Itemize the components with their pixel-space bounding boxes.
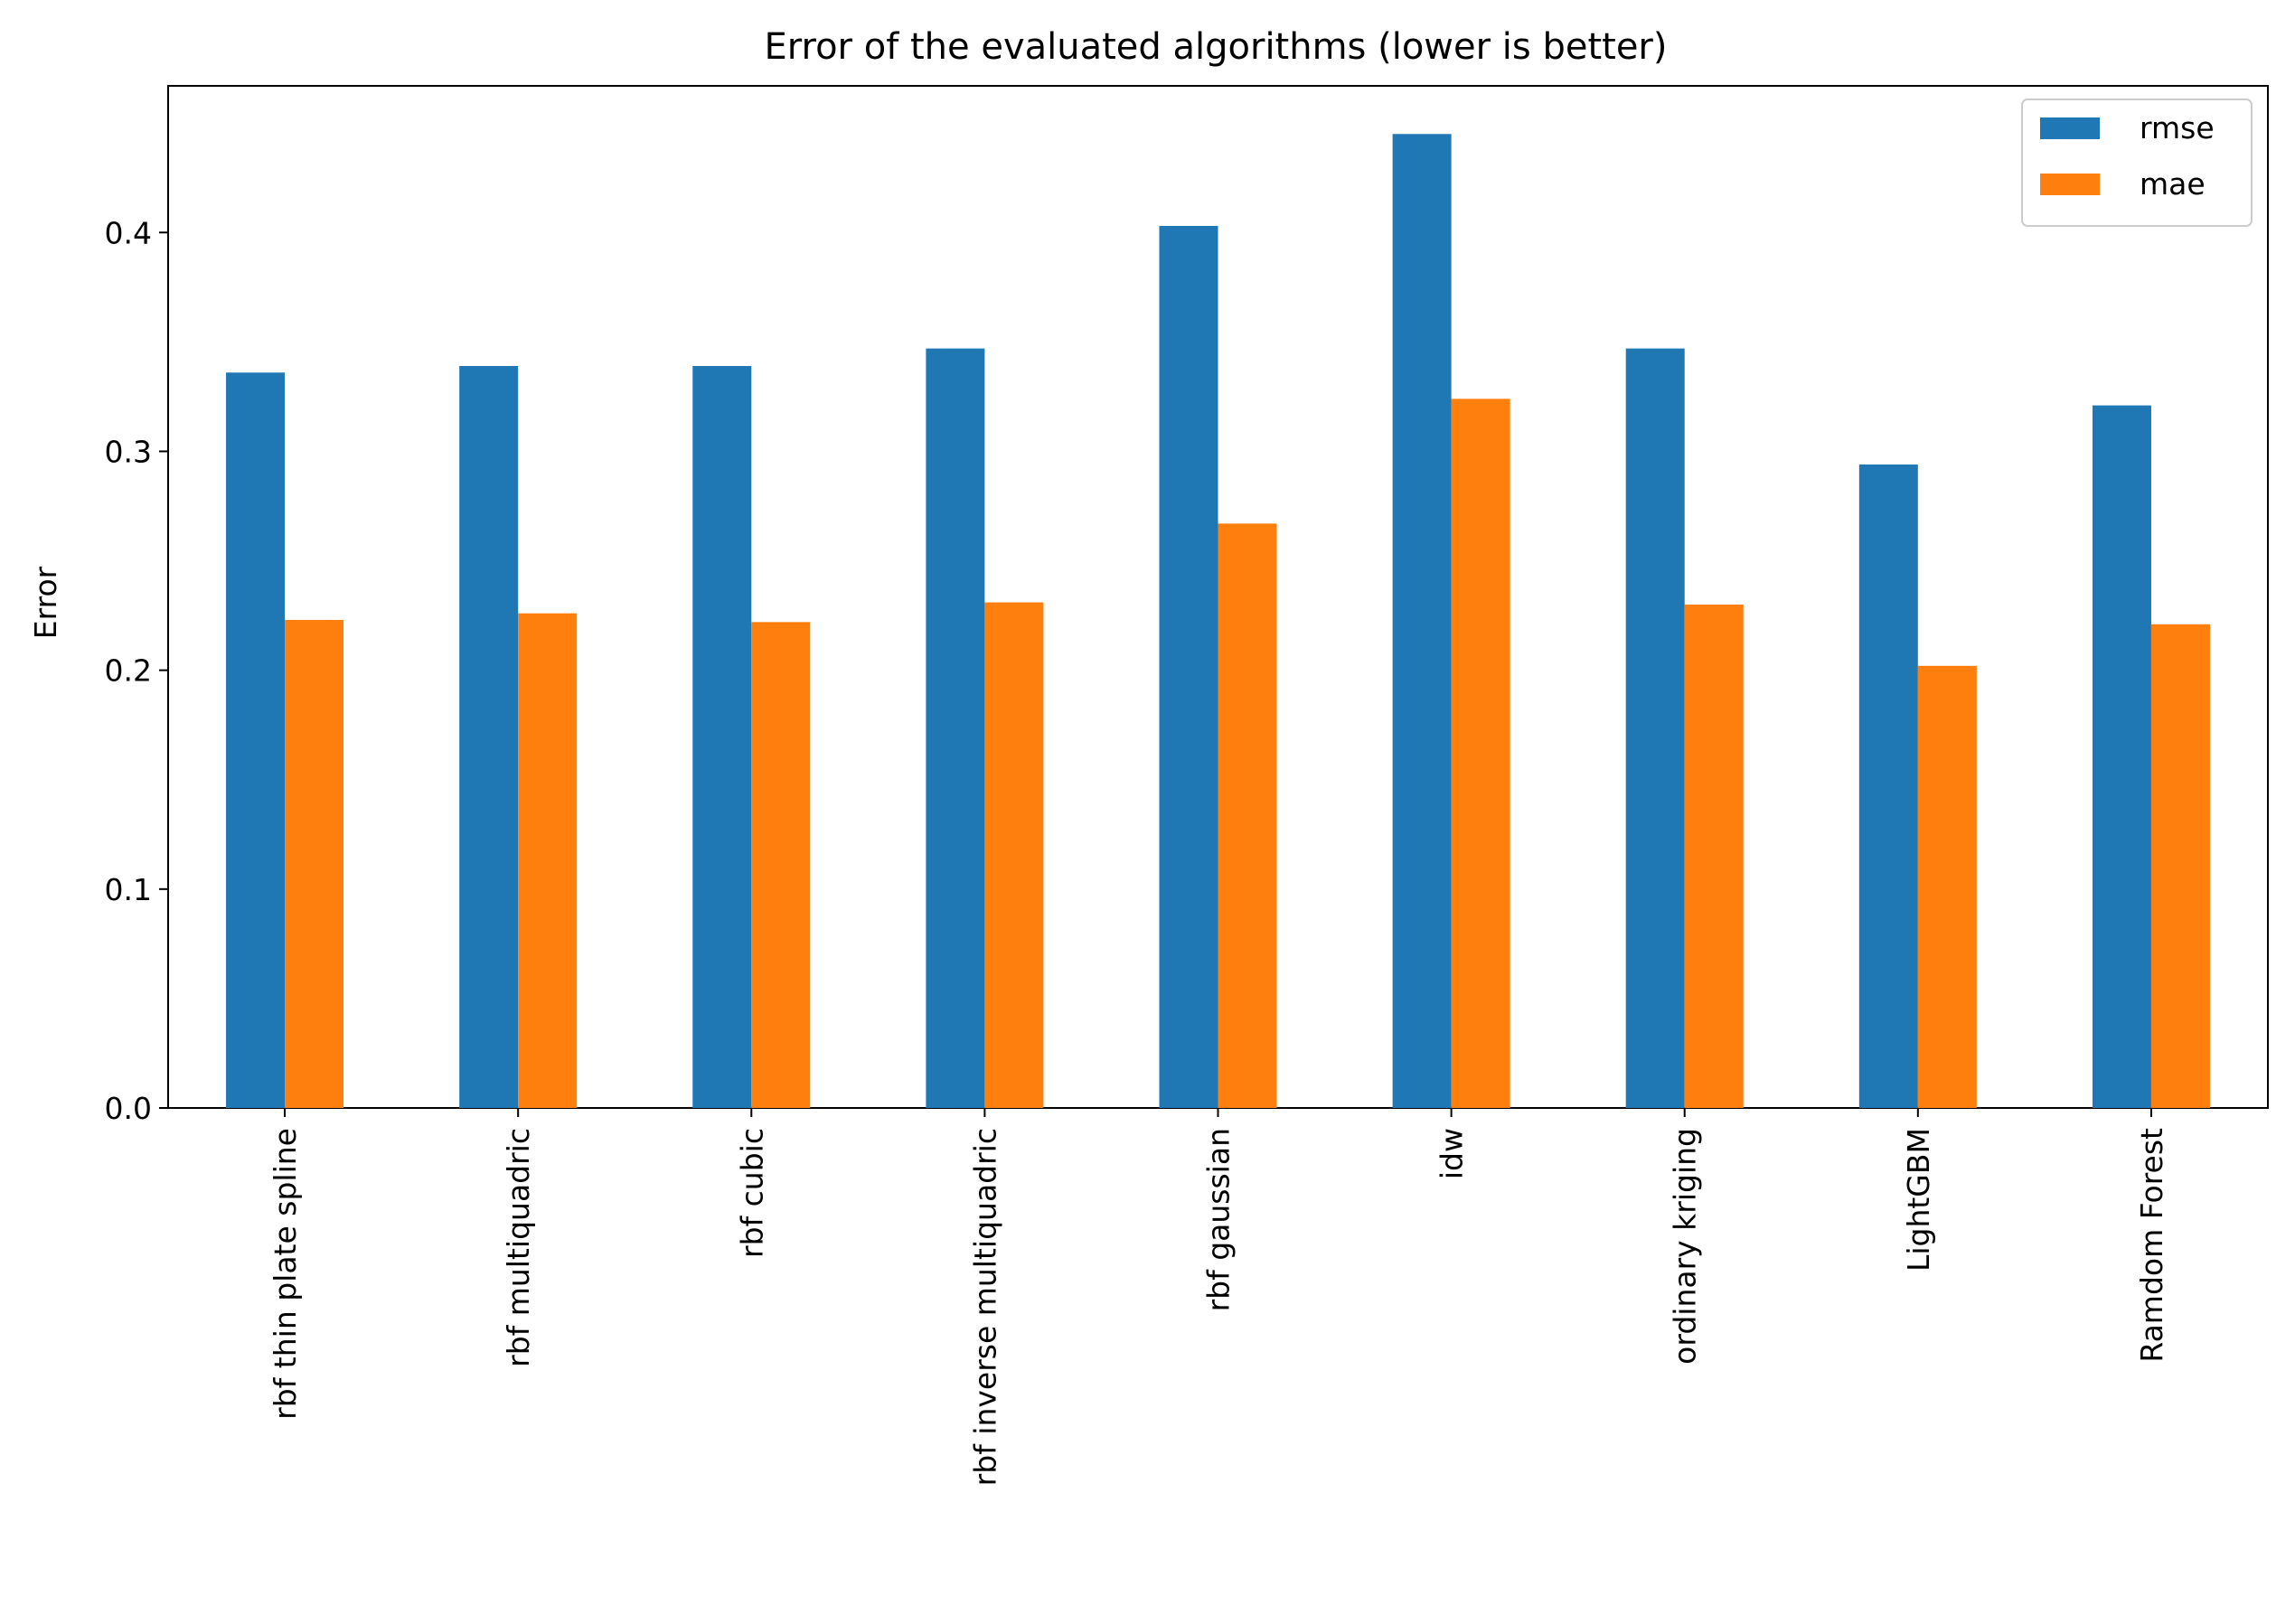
- x-tick-label-7: LightGBM: [1901, 1128, 1936, 1272]
- bar-mae-6: [1684, 604, 1744, 1108]
- x-tick-label-0: rbf thin plate spline: [268, 1128, 303, 1420]
- bar-mae-8: [2150, 624, 2210, 1108]
- x-tick-label-8: Ramdom Forest: [2134, 1128, 2169, 1363]
- bar-rmse-5: [1392, 134, 1452, 1108]
- x-tick-label-1: rbf multiquadric: [501, 1128, 536, 1367]
- bar-mae-5: [1451, 399, 1510, 1108]
- y-axis: 0.0 0.1 0.2 0.3 0.4: [105, 215, 168, 1126]
- x-tick-label-3: rbf inverse multiquadric: [967, 1128, 1002, 1486]
- bar-mae-1: [518, 613, 578, 1108]
- bar-rmse-0: [226, 372, 286, 1108]
- x-axis: rbf thin plate spline rbf multiquadric rbf…: [268, 1108, 2169, 1486]
- bar-mae-7: [1917, 665, 1977, 1108]
- legend-swatch-mae: [2040, 174, 2100, 195]
- bar-rmse-4: [1159, 225, 1218, 1108]
- y-tick-label-0: 0.0: [105, 1091, 152, 1126]
- y-tick-label-1: 0.1: [105, 872, 152, 907]
- chart-title: Error of the evaluated algorithms (lower…: [765, 26, 1668, 68]
- bar-mae-4: [1218, 523, 1277, 1108]
- legend-label-rmse: rmse: [2140, 110, 2215, 146]
- x-tick-label-6: ordinary kriging: [1668, 1128, 1703, 1365]
- y-tick-label-4: 0.4: [105, 215, 152, 250]
- bar-mae-3: [984, 602, 1044, 1108]
- bars-group: [226, 134, 2210, 1108]
- legend-label-mae: mae: [2140, 166, 2206, 202]
- legend: rmse mae: [2021, 99, 2253, 227]
- bar-rmse-3: [926, 348, 985, 1108]
- bar-rmse-6: [1625, 348, 1685, 1108]
- x-tick-label-4: rbf gaussian: [1201, 1128, 1237, 1311]
- x-tick-label-2: rbf cubic: [734, 1128, 769, 1258]
- bar-rmse-7: [1858, 464, 1918, 1108]
- bar-mae-2: [751, 622, 811, 1108]
- bar-rmse-8: [2092, 405, 2151, 1108]
- bar-rmse-2: [692, 365, 752, 1108]
- legend-swatch-rmse: [2040, 117, 2100, 139]
- bar-mae-0: [285, 619, 344, 1108]
- y-tick-label-2: 0.2: [105, 653, 152, 689]
- bar-rmse-1: [459, 365, 519, 1108]
- y-tick-label-3: 0.3: [105, 434, 152, 469]
- y-axis-label: Error: [28, 566, 63, 639]
- x-tick-label-5: idw: [1434, 1128, 1470, 1179]
